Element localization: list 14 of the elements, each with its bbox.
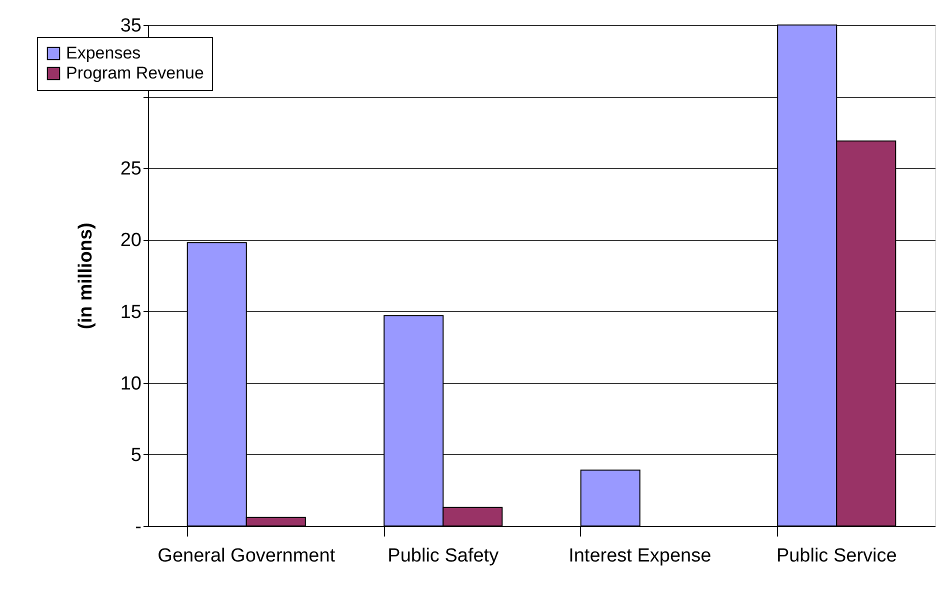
y-tick-label: 20 [120,230,142,252]
y-axis-title: (in millions) [75,222,96,330]
y-tick-label: 10 [120,373,142,394]
legend-label: Expenses [66,44,141,62]
x-tick-label: Public Safety [388,546,500,566]
x-tick-label: Public Service [776,546,897,566]
y-tick-label: - [135,516,142,538]
x-tick-label: Interest Expense [568,546,712,566]
y-tick-label: 5 [130,444,142,466]
y-tick-label: 35 [120,16,142,36]
y-tick-label: 25 [120,158,142,180]
legend-label: Program Revenue [66,64,204,82]
y-tick-label: 15 [120,302,142,323]
x-tick-label: General Government [158,546,336,566]
